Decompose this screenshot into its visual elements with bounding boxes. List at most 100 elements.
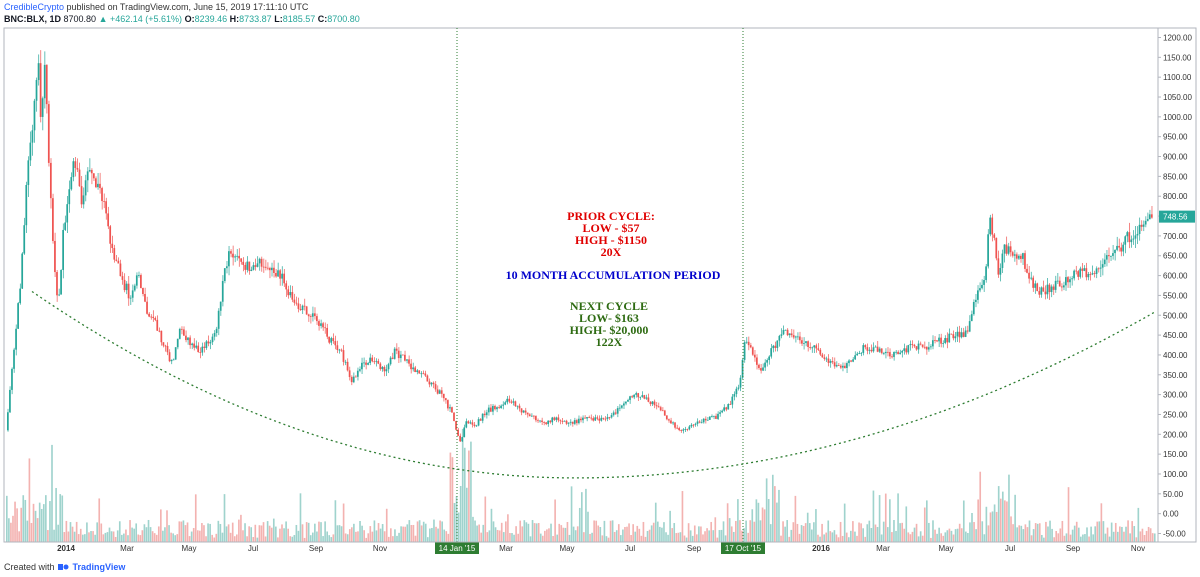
last-price-badge: 748.56 xyxy=(1159,210,1195,223)
candle-body xyxy=(528,414,531,416)
volume-bar xyxy=(371,531,374,542)
volume-bar xyxy=(546,529,548,542)
candle-body xyxy=(622,403,625,406)
candle-body xyxy=(719,412,721,414)
volume-bar xyxy=(478,524,480,542)
candle-body xyxy=(1046,284,1049,295)
volume-bar xyxy=(484,496,487,542)
candle-body xyxy=(674,422,676,428)
candle-body xyxy=(428,381,431,385)
candle-body xyxy=(424,373,427,376)
candle-body xyxy=(600,417,603,421)
candle-body xyxy=(47,104,50,163)
volume-bar xyxy=(977,499,979,542)
candle-body xyxy=(268,268,271,271)
candle-body xyxy=(1085,268,1088,278)
volume-bar xyxy=(203,525,205,542)
candle-body xyxy=(471,422,474,425)
volume-bar xyxy=(426,537,429,542)
candle-body xyxy=(109,226,112,244)
volume-bar xyxy=(22,495,25,542)
volume-bar xyxy=(73,531,76,542)
candle-body xyxy=(127,283,130,299)
candle-body xyxy=(1122,244,1125,252)
candle-body xyxy=(475,425,478,427)
candle-body xyxy=(408,359,410,364)
candle-body xyxy=(144,293,146,302)
candle-body xyxy=(1136,233,1139,236)
candle-body xyxy=(512,401,515,403)
volume-bar xyxy=(322,536,324,542)
volume-bar xyxy=(997,486,1000,542)
volume-bar xyxy=(114,536,117,542)
volume-bar xyxy=(917,536,920,542)
candle-body xyxy=(1069,279,1071,283)
candle-body xyxy=(393,348,396,359)
candle-body xyxy=(481,413,484,421)
candle-body xyxy=(555,417,558,420)
footer-brand[interactable]: TradingView xyxy=(72,562,126,572)
volume-bar xyxy=(712,530,715,542)
volume-bar xyxy=(490,508,493,542)
volume-bar xyxy=(767,499,770,542)
candle-body xyxy=(823,357,826,359)
volume-bar xyxy=(47,530,49,542)
volume-bar xyxy=(574,530,577,542)
volume-bar xyxy=(971,512,973,542)
candle-body xyxy=(602,417,605,419)
candle-body xyxy=(1048,284,1051,293)
author-link[interactable]: CredibleCrypto xyxy=(4,2,65,12)
candle-body xyxy=(991,217,994,235)
candle-body xyxy=(406,359,408,361)
candle-body xyxy=(389,357,392,365)
y-tick-label: 950.00 xyxy=(1163,133,1188,142)
volume-bar xyxy=(556,534,558,542)
candle-body xyxy=(383,367,386,372)
volume-bar xyxy=(264,536,267,542)
volume-bar xyxy=(65,520,68,542)
volume-bar xyxy=(1016,527,1018,542)
candle-body xyxy=(1103,259,1106,265)
volume-bar xyxy=(141,530,144,542)
volume-bar xyxy=(488,530,491,542)
volume-bar xyxy=(989,512,992,542)
volume-bar xyxy=(523,520,526,542)
volume-bar xyxy=(973,522,975,542)
volume-bar xyxy=(722,521,725,542)
volume-bar xyxy=(342,503,345,542)
candle-body xyxy=(692,424,695,426)
volume-bar xyxy=(609,520,612,542)
candle-body xyxy=(467,421,470,424)
volume-bar xyxy=(965,531,967,542)
price-axis[interactable] xyxy=(1157,27,1197,543)
volume-bar xyxy=(256,537,259,542)
volume-bar xyxy=(798,533,801,542)
volume-bar xyxy=(418,520,421,542)
volume-bar xyxy=(275,526,277,542)
candle-body xyxy=(698,421,701,423)
volume-bar xyxy=(615,530,618,542)
candle-body xyxy=(313,313,316,317)
candle-body xyxy=(974,299,977,302)
volume-bar xyxy=(665,532,667,542)
candle-body xyxy=(629,396,631,400)
candle-body xyxy=(397,350,400,359)
candle-body xyxy=(518,405,521,409)
candle-body xyxy=(94,178,97,188)
candle-body xyxy=(665,415,668,420)
volume-bar xyxy=(808,523,811,542)
volume-bar xyxy=(289,536,292,542)
candle-body xyxy=(469,422,472,424)
prior-cycle-annotation: PRIOR CYCLE: LOW - $57 HIGH - $1150 20X xyxy=(567,209,655,259)
candle-body xyxy=(889,352,891,357)
volume-bar xyxy=(700,526,702,542)
plot-area[interactable] xyxy=(3,27,1159,543)
candle-body xyxy=(52,198,54,241)
volume-bar xyxy=(466,487,468,542)
volume-bar xyxy=(962,500,965,542)
volume-bar xyxy=(640,535,643,542)
candle-body xyxy=(1097,268,1100,270)
volume-bar xyxy=(550,523,552,542)
volume-bar xyxy=(1001,491,1004,542)
